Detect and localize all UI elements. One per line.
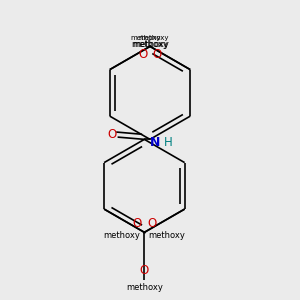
Text: methoxy: methoxy <box>148 231 185 240</box>
Text: methoxy: methoxy <box>131 35 161 41</box>
Text: O: O <box>152 48 162 61</box>
Text: methoxy: methoxy <box>103 231 140 240</box>
Text: N: N <box>150 136 160 149</box>
Text: H: H <box>164 136 173 149</box>
Text: O: O <box>132 217 141 230</box>
Text: methoxy: methoxy <box>126 283 163 292</box>
Text: methoxy: methoxy <box>132 40 169 49</box>
Text: O: O <box>147 217 157 230</box>
Text: O: O <box>140 264 149 277</box>
Text: O: O <box>107 128 117 141</box>
Text: O: O <box>138 48 148 61</box>
Text: methoxy: methoxy <box>131 40 168 49</box>
Text: methoxy: methoxy <box>139 35 169 41</box>
